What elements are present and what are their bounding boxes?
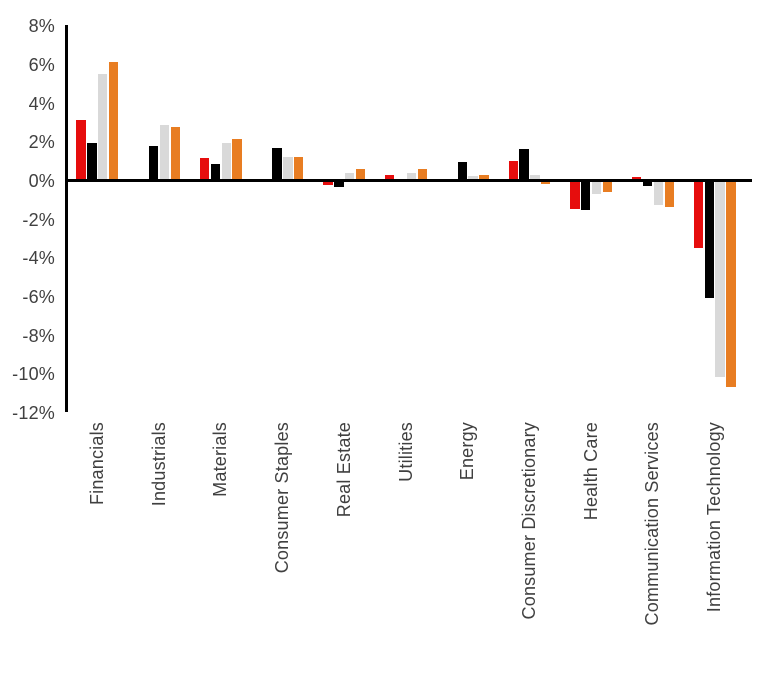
bar-black-consumer-staples [272, 148, 282, 181]
bar-gray-financials [98, 74, 108, 181]
bar-black-communication-services [642, 180, 653, 187]
bar-red-utilities [385, 174, 395, 181]
x-axis-category-label: Real Estate [333, 422, 354, 518]
bar-orange-communication-services [664, 180, 674, 208]
bar-gray-consumer-discretionary [530, 174, 540, 181]
bar-red-real-estate [323, 180, 333, 186]
bar-orange-materials [232, 138, 242, 181]
bar-orange-health-care [602, 180, 613, 192]
bar-gray-industrials [159, 125, 170, 181]
bar-orange-information-technology [726, 180, 736, 388]
bar-red-materials [199, 158, 210, 181]
bar-orange-consumer-discretionary [541, 180, 551, 185]
x-axis-category-label: Health Care [580, 422, 601, 521]
bar-black-real-estate [334, 180, 344, 188]
bar-black-information-technology [704, 180, 714, 299]
bar-orange-financials [108, 62, 119, 181]
y-axis-tick-label: 4% [28, 93, 55, 114]
y-axis-tick-label: -8% [22, 325, 55, 346]
bar-gray-health-care [591, 180, 602, 194]
y-axis-tick-label: -4% [22, 248, 55, 269]
bar-orange-utilities [417, 168, 427, 181]
x-axis-category-label: Communication Services [642, 422, 663, 626]
bar-black-materials [210, 163, 221, 181]
y-axis-tick-label: 6% [28, 55, 55, 76]
bar-orange-real-estate [355, 168, 366, 181]
x-axis-category-label: Energy [457, 422, 478, 481]
x-axis-category-label: Financials [86, 422, 107, 506]
x-axis-zero-line [65, 178, 752, 182]
bar-red-information-technology [693, 180, 704, 248]
y-axis-tick-label: -12% [12, 402, 55, 423]
x-axis-category-label: Information Technology [704, 422, 725, 613]
y-axis-tick-label: -6% [22, 286, 55, 307]
bar-gray-materials [221, 142, 231, 181]
x-axis-category-label: Materials [210, 422, 231, 497]
y-axis-line [65, 25, 68, 412]
bar-red-financials [76, 120, 86, 181]
bar-black-health-care [581, 180, 591, 211]
y-axis-tick-label: 8% [28, 16, 55, 37]
bar-gray-energy [468, 176, 478, 181]
y-axis-tick-label: -10% [12, 364, 55, 385]
x-axis-category-label: Industrials [148, 422, 169, 507]
bar-gray-utilities [406, 172, 417, 181]
y-axis-tick-label: -2% [22, 209, 55, 230]
bar-gray-communication-services [653, 180, 663, 206]
bar-orange-energy [479, 174, 489, 181]
bar-gray-real-estate [345, 172, 355, 181]
x-axis-category-label: Utilities [395, 422, 416, 482]
x-axis-category-label: Consumer Staples [272, 422, 293, 574]
bar-black-energy [457, 161, 467, 181]
bar-orange-industrials [170, 127, 180, 181]
bar-gray-consumer-staples [283, 157, 293, 181]
bar-gray-information-technology [715, 180, 725, 378]
x-axis-category-label: Consumer Discretionary [518, 422, 539, 620]
y-axis-tick-label: 0% [28, 171, 55, 191]
bar-black-financials [87, 142, 97, 181]
bar-black-consumer-discretionary [519, 149, 529, 181]
y-axis-tick-label: 2% [28, 132, 55, 153]
bar-black-industrials [148, 145, 159, 181]
bar-red-health-care [570, 180, 580, 210]
bar-red-consumer-discretionary [508, 160, 518, 181]
bar-orange-consumer-staples [294, 157, 304, 181]
